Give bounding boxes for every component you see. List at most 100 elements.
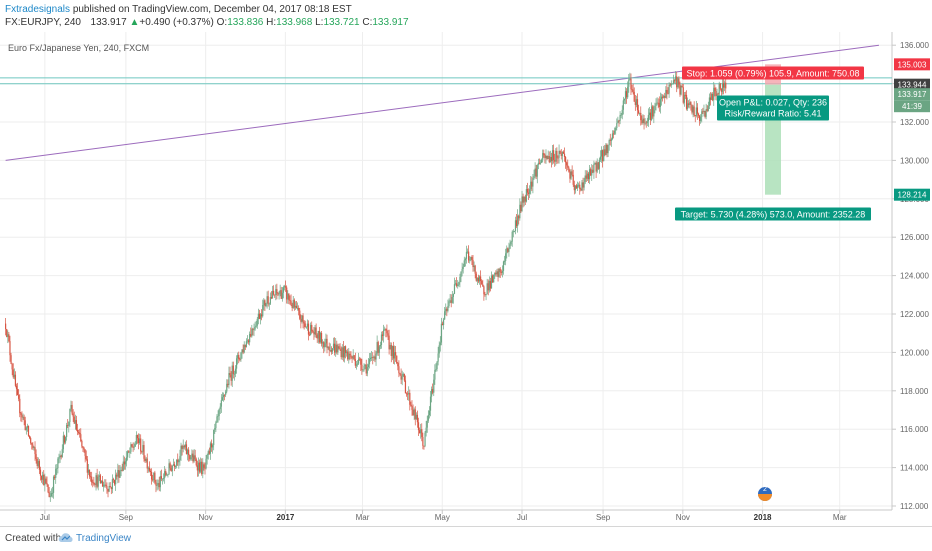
- candle: [512, 229, 514, 238]
- candle: [454, 279, 457, 286]
- candle: [362, 369, 364, 373]
- candle-body: [453, 284, 456, 294]
- candle: [337, 343, 339, 355]
- candle: [98, 471, 100, 482]
- candle: [576, 181, 579, 191]
- candle: [693, 101, 695, 117]
- candle: [241, 349, 243, 359]
- candle: [111, 474, 113, 494]
- candle: [377, 340, 379, 356]
- price-chart[interactable]: 112.000 114.000 116.000 118.000 120.000 122.0…: [0, 32, 932, 526]
- candle: [177, 453, 179, 466]
- candle-body: [176, 459, 178, 466]
- candle-body: [184, 444, 186, 448]
- candle-body: [372, 357, 374, 359]
- candle: [125, 451, 128, 467]
- candle: [405, 392, 408, 397]
- candle-body: [722, 83, 725, 88]
- candle: [708, 93, 711, 110]
- candle-body: [678, 78, 680, 85]
- candle-body: [106, 485, 108, 490]
- candle: [101, 475, 104, 487]
- candle-body: [306, 323, 308, 327]
- candle: [14, 371, 17, 388]
- candle: [196, 460, 198, 477]
- candle-body: [653, 110, 655, 117]
- candle: [571, 165, 573, 177]
- candle: [633, 87, 635, 102]
- candle-body: [116, 474, 118, 477]
- candle-body: [250, 333, 252, 337]
- candle: [643, 115, 645, 130]
- candle: [579, 181, 581, 195]
- candle-body: [312, 331, 314, 333]
- trend-line[interactable]: [5, 44, 879, 161]
- candle-body: [476, 277, 478, 281]
- candle: [485, 293, 487, 301]
- candle-body: [145, 458, 147, 461]
- candle: [305, 326, 307, 329]
- target-price-badge-bg: [894, 188, 930, 201]
- candle-body: [10, 355, 12, 364]
- candle-body: [636, 99, 639, 111]
- candle-body: [469, 259, 471, 261]
- candle: [678, 76, 680, 89]
- candle-body: [562, 151, 565, 154]
- candle-body: [78, 431, 80, 433]
- candle: [35, 449, 37, 464]
- candle-body: [580, 188, 582, 191]
- candle: [252, 327, 254, 336]
- author-link[interactable]: Fxtradesignals: [5, 4, 71, 15]
- candle: [203, 462, 205, 471]
- candle: [262, 299, 264, 318]
- candle-body: [515, 220, 518, 227]
- time-axis[interactable]: Jul Sep Nov 2017 Mar May Jul Sep Nov 2018 Mar: [40, 510, 847, 522]
- candle: [721, 79, 724, 95]
- candle: [444, 306, 446, 320]
- candle-body: [206, 454, 208, 459]
- candle: [171, 465, 173, 477]
- candle-body: [472, 259, 474, 268]
- candle: [307, 320, 310, 341]
- candle: [300, 314, 302, 329]
- candle-body: [663, 95, 665, 98]
- candle: [497, 268, 499, 282]
- candle-body: [505, 253, 507, 261]
- candle-body: [629, 78, 631, 80]
- long-position-tool[interactable]: Stop: 1.059 (0.79%) 105.9, Amount: 750.0…: [675, 64, 871, 221]
- candle-body: [42, 474, 44, 480]
- events-icon[interactable]: 2: [758, 486, 772, 501]
- candle-body: [67, 424, 69, 426]
- tradingview-cloud-icon[interactable]: [58, 531, 74, 545]
- candle-body: [654, 106, 656, 111]
- candle-body: [706, 109, 708, 111]
- candle: [446, 306, 448, 317]
- candle-body: [438, 345, 440, 354]
- y-tick-label: 130.000: [900, 156, 929, 165]
- candle-body: [54, 476, 56, 478]
- candle-body: [66, 424, 68, 438]
- candle: [423, 445, 425, 450]
- candle-body: [223, 394, 226, 396]
- candle: [24, 416, 26, 431]
- candle: [668, 82, 670, 98]
- candle-body: [531, 181, 533, 187]
- candle: [640, 106, 642, 126]
- candles-layer: [5, 71, 727, 502]
- candle-body: [177, 459, 179, 463]
- candle: [359, 356, 361, 361]
- tradingview-link[interactable]: TradingView: [76, 533, 132, 544]
- candle: [13, 368, 15, 380]
- candle: [526, 182, 529, 196]
- candle-body: [634, 101, 636, 106]
- candle-body: [268, 303, 270, 305]
- candle: [7, 330, 9, 344]
- candle-body: [164, 471, 166, 479]
- candle: [140, 434, 142, 455]
- candle: [210, 439, 213, 452]
- candle: [537, 158, 539, 170]
- candle-body: [683, 94, 685, 103]
- candle: [336, 340, 338, 355]
- candle-body: [414, 409, 416, 420]
